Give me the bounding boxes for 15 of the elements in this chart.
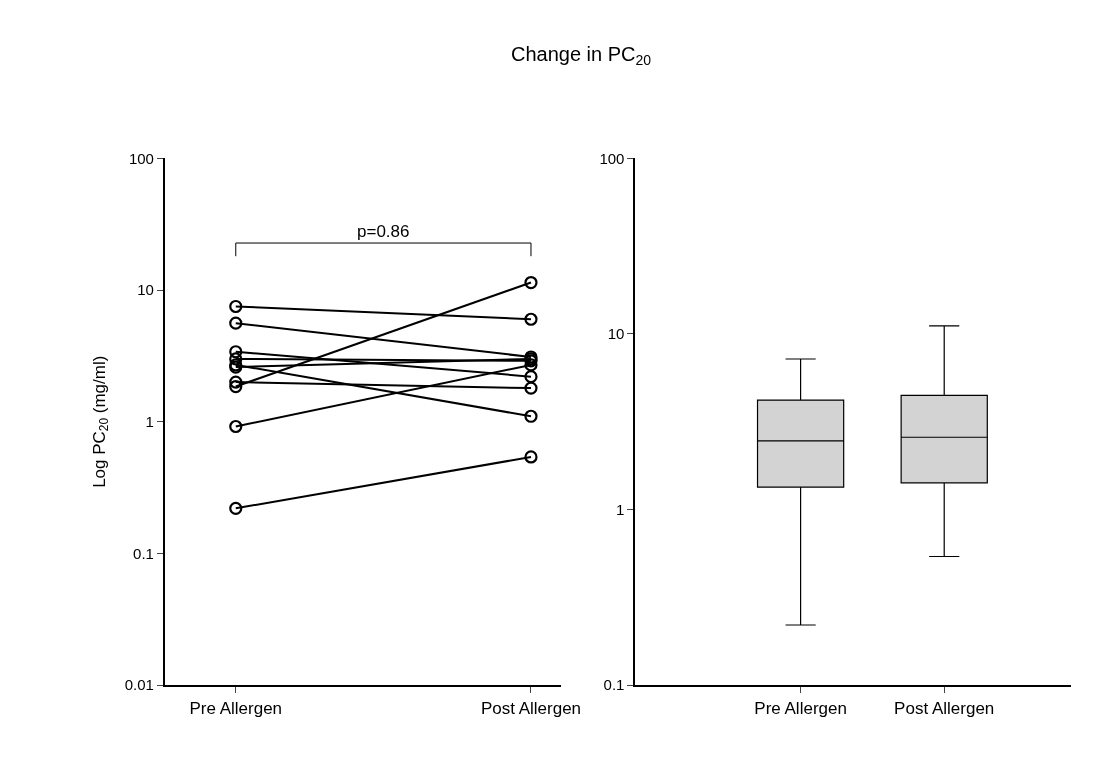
x-tick-label: Pre Allergen xyxy=(189,698,283,718)
chart-title: Change in PC$_{20}$ xyxy=(511,43,652,69)
y-tick-label: 0.1 xyxy=(603,676,625,694)
y-tick-label: 100 xyxy=(599,149,625,167)
y-tick-label: 0.01 xyxy=(124,676,154,694)
x-tick-label: Post Allergen xyxy=(480,698,582,718)
y-tick-label: 1 xyxy=(145,412,154,430)
y-tick-label: 10 xyxy=(607,325,625,343)
y-tick-label: 100 xyxy=(128,149,154,167)
y-tick-label: 10 xyxy=(137,281,154,299)
y-tick-label: 1 xyxy=(616,500,625,518)
annotation: p=0.86 xyxy=(357,222,410,241)
x-tick-label: Post Allergen xyxy=(894,698,995,718)
x-tick-label: Pre Allergen xyxy=(754,698,847,718)
y-tick-label: 0.1 xyxy=(133,544,154,562)
